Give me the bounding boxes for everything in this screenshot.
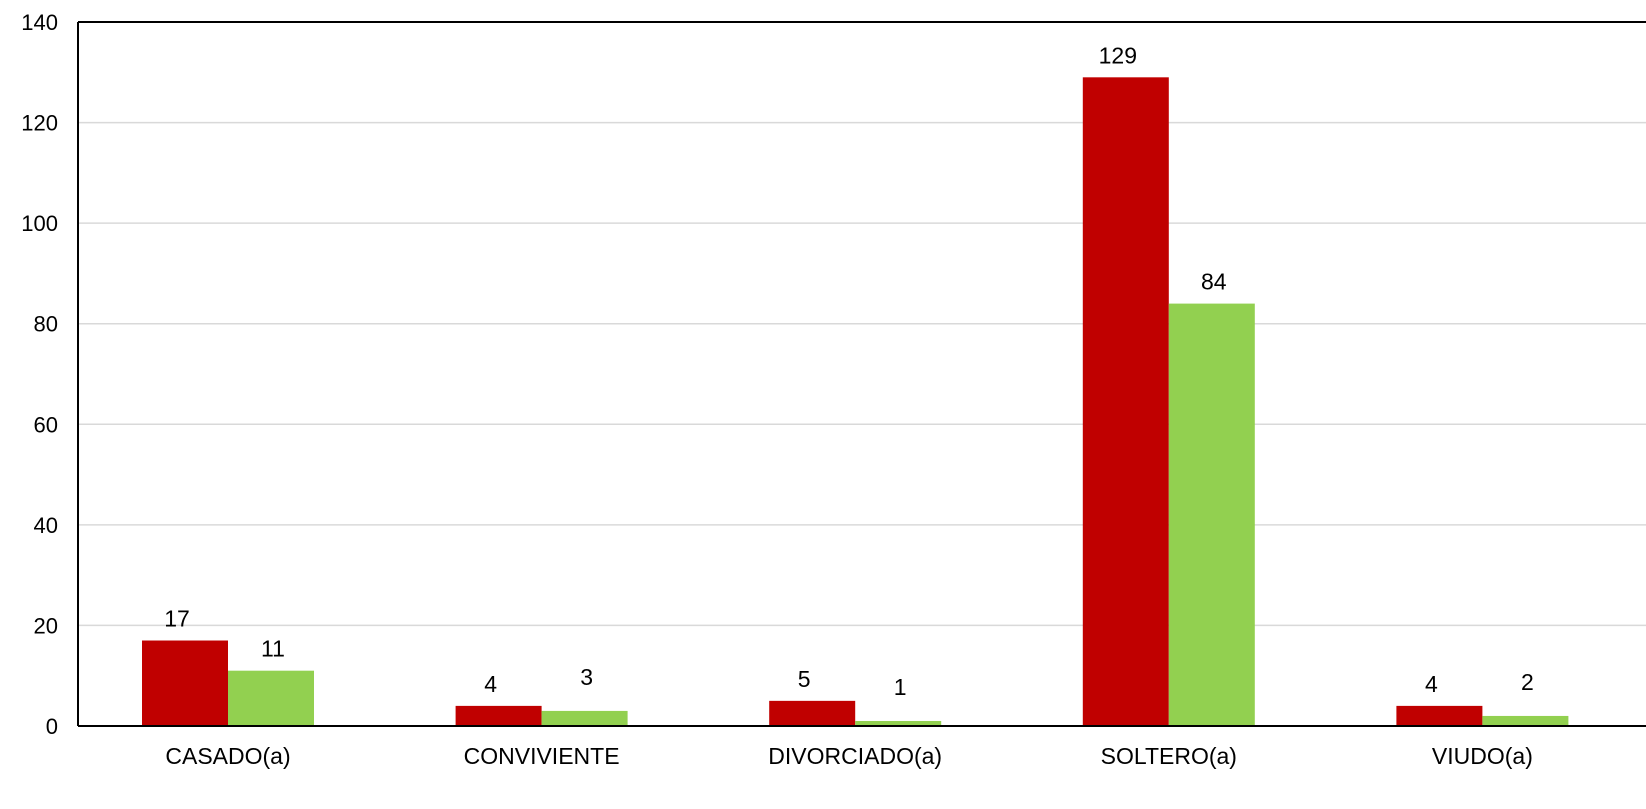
data-label: 17 [164,606,190,632]
y-tick-label: 80 [34,312,58,337]
data-label: 84 [1201,269,1227,295]
x-tick-label: CASADO(a) [165,743,290,769]
y-tick-label: 140 [21,10,58,35]
axes [77,21,1646,727]
data-label: 129 [1099,42,1137,68]
y-tick-label: 120 [21,111,58,136]
bar [142,640,228,726]
bar [1082,77,1169,727]
y-tick-label: 20 [34,613,58,638]
bar [1482,715,1569,726]
y-tick-label: 40 [34,513,58,538]
x-tick-label: DIVORCIADO(a) [768,743,942,769]
x-tick-label: CONVIVIENTE [464,743,620,769]
data-label: 4 [1425,671,1438,697]
y-tick-label: 100 [21,211,58,236]
data-label: 1 [894,674,907,700]
y-tick-label: 60 [34,412,58,437]
x-tick-label: VIUDO(a) [1432,743,1533,769]
bar [228,670,314,726]
labels: 0 20 40 60 80 100 120 140 17 11 CASADO(a) 4 3 CONVIVI… [21,10,1534,769]
data-label: 11 [261,636,285,662]
bar [769,700,856,726]
gridlines [78,21,1646,627]
x-tick-label: SOLTERO(a) [1101,743,1237,769]
bar [455,705,542,726]
bar [1396,705,1483,726]
data-label: 4 [484,671,497,697]
bar [855,720,942,726]
data-label: 3 [580,664,593,690]
bar [541,710,628,726]
y-tick-label: 0 [46,714,58,739]
bars [142,77,1569,727]
data-label: 5 [798,666,811,692]
data-label: 2 [1521,669,1534,695]
bar [1168,303,1255,726]
